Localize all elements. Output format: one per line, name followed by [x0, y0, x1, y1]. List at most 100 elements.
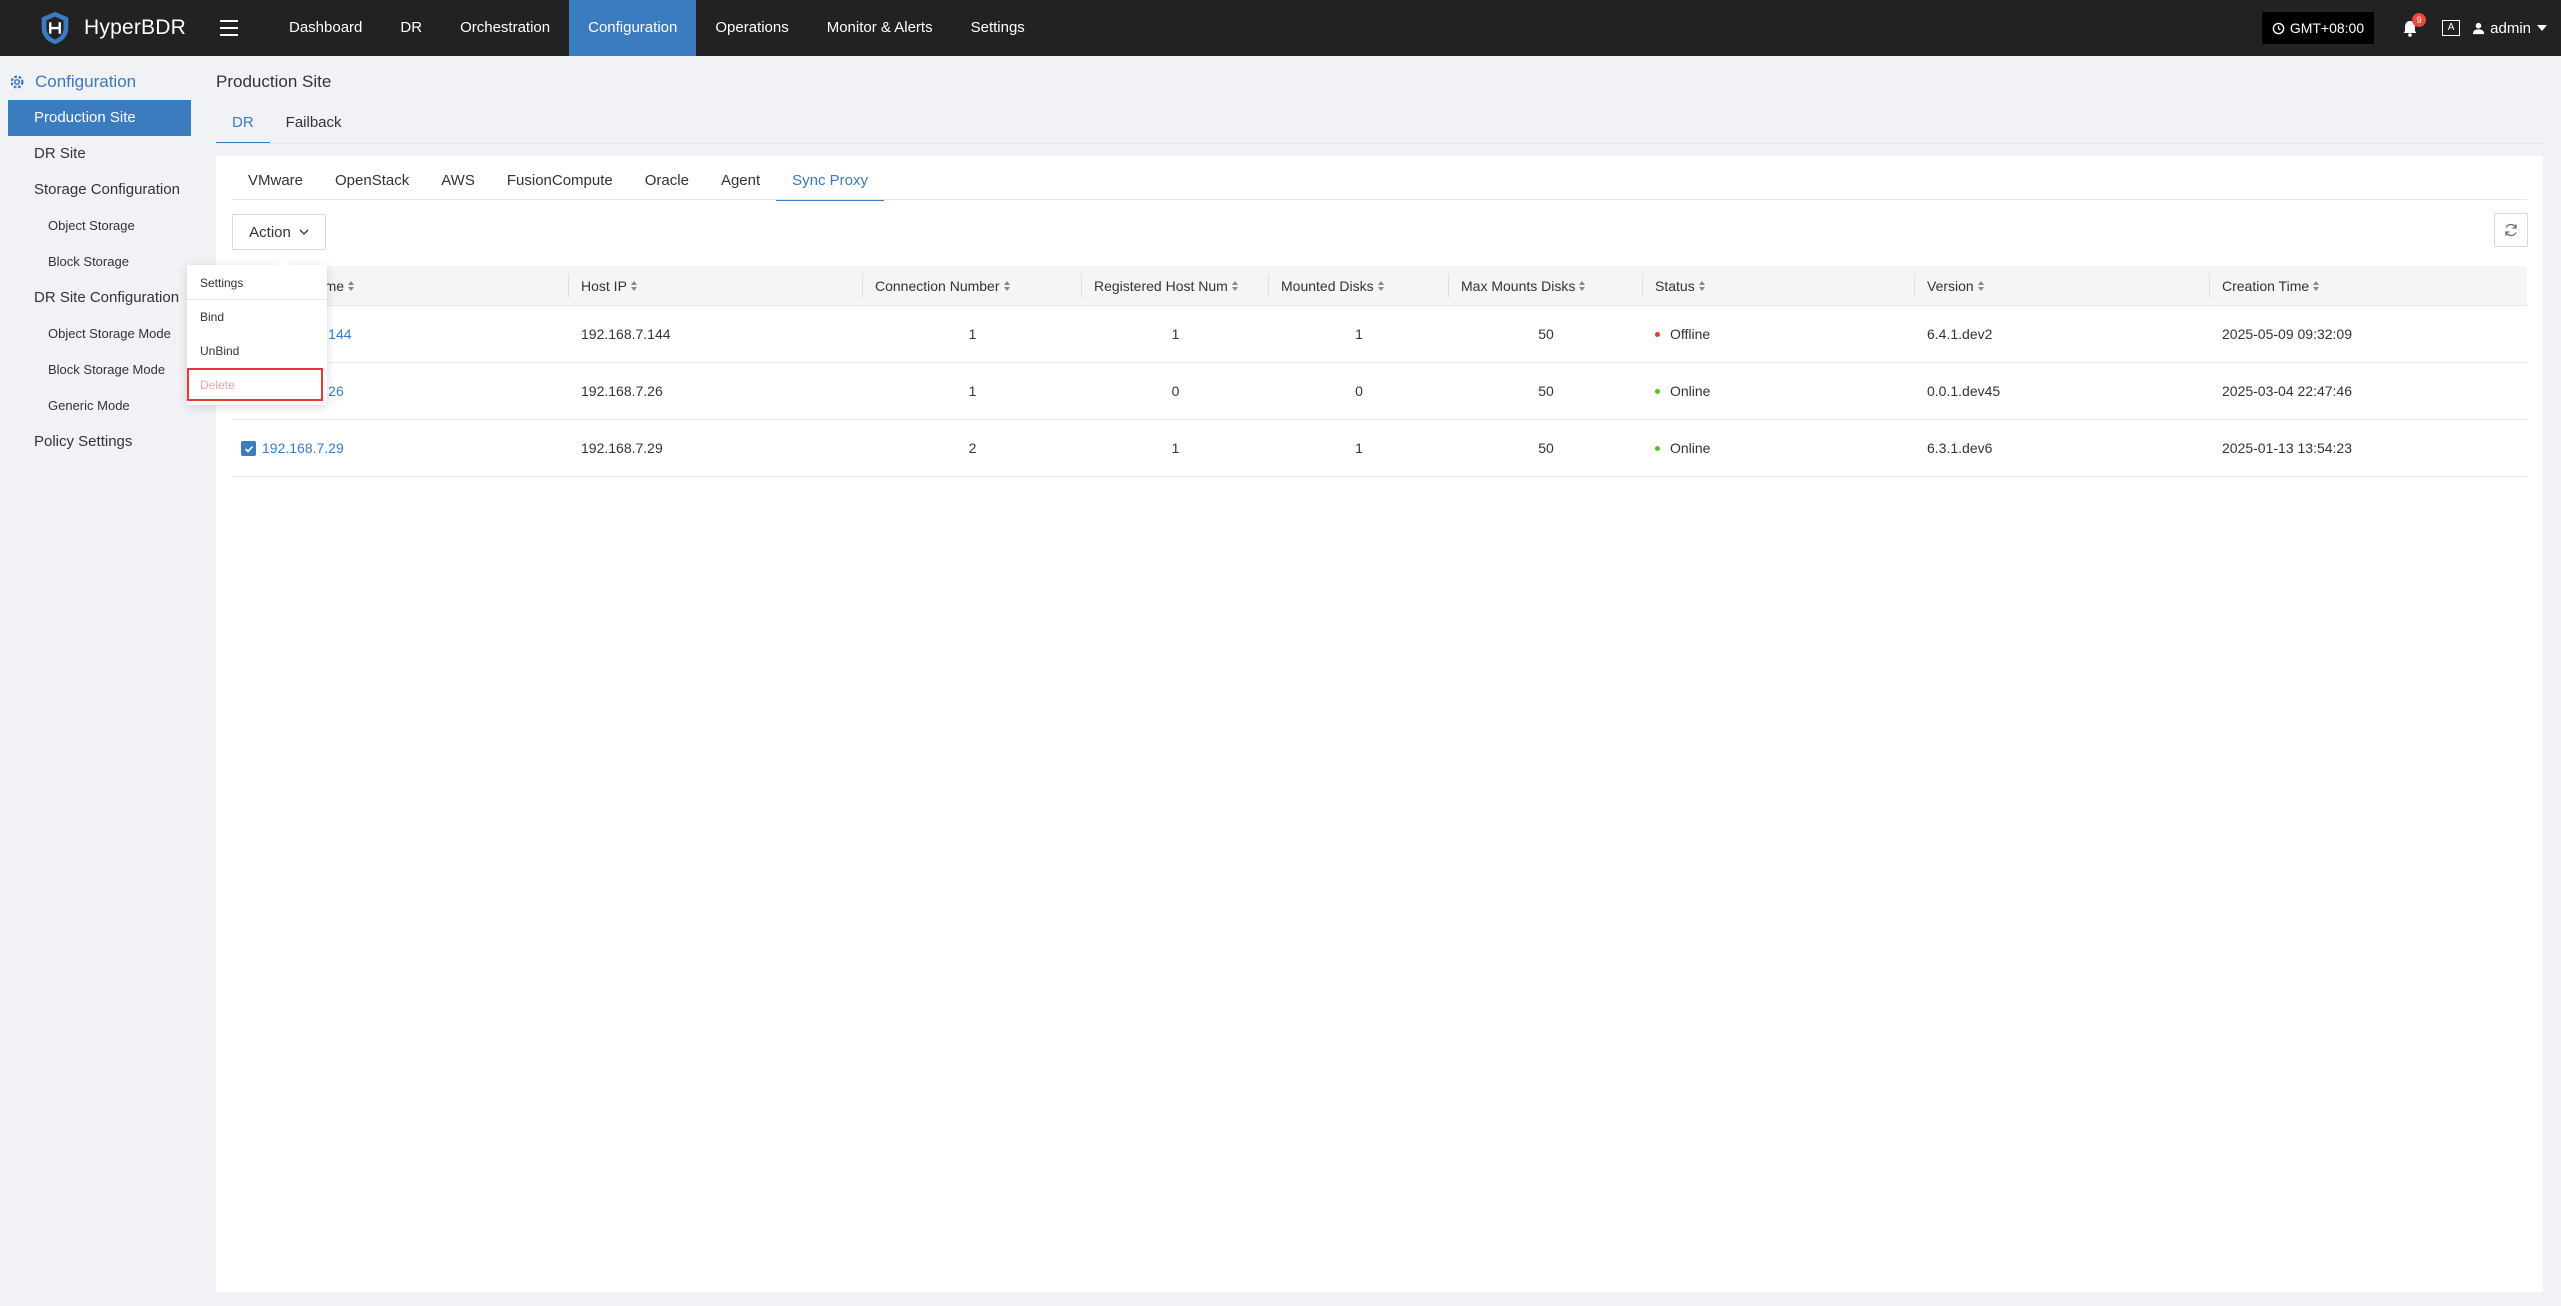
tab-sync-proxy[interactable]: Sync Proxy — [776, 169, 884, 201]
max-mounts-disks: 50 — [1538, 383, 1554, 399]
sidebar-item-object-storage-mode[interactable]: Object Storage Mode — [48, 326, 171, 341]
status-dot-icon — [1655, 445, 1660, 451]
nav-operations[interactable]: Operations — [715, 19, 789, 36]
brand[interactable]: HyperBDR — [0, 0, 210, 56]
creation-time: 2025-05-09 09:32:09 — [2222, 326, 2352, 342]
brand-name: HyperBDR — [84, 16, 186, 39]
row-checkbox-checked[interactable] — [241, 441, 256, 456]
registered-host-num: 1 — [1171, 326, 1180, 342]
user-menu[interactable]: admin — [2472, 20, 2547, 37]
nav-dashboard[interactable]: Dashboard — [289, 19, 363, 36]
user-icon — [2473, 22, 2485, 34]
host-name-link[interactable]: 192.168.7.29 — [262, 440, 344, 456]
menu-item-delete: Delete — [200, 378, 235, 392]
chevron-down-icon — [299, 229, 309, 235]
sidebar-item-dr-site-configuration[interactable]: DR Site Configuration — [34, 289, 180, 306]
table-row[interactable]: 192.168.7.144 192.168.7.144 1 1 1 50 Off… — [232, 306, 2527, 363]
tabs-divider — [216, 143, 2543, 144]
sidebar-item-object-storage[interactable]: Object Storage — [48, 218, 135, 233]
sort-icon — [2313, 281, 2320, 292]
table-row[interactable]: 192.168.7.26 192.168.7.26 1 0 0 50 Onlin… — [232, 363, 2527, 420]
page-title: Production Site — [216, 72, 332, 91]
action-dropdown-menu: Settings Bind UnBind Delete — [187, 259, 327, 405]
refresh-icon — [2505, 223, 2517, 237]
menu-item-settings[interactable]: Settings — [200, 276, 244, 290]
sidebar-item-policy-settings[interactable]: Policy Settings — [34, 433, 133, 450]
col-connection-number[interactable]: Connection Number — [863, 266, 1010, 306]
connection-number: 1 — [968, 326, 977, 342]
refresh-button[interactable] — [2494, 213, 2528, 247]
version: 6.3.1.dev6 — [1927, 440, 1993, 456]
sync-proxy-table: Host Name Host IP Connection Number Regi… — [232, 266, 2527, 477]
table-header: Host Name Host IP Connection Number Regi… — [232, 266, 2527, 306]
creation-time: 2025-03-04 22:47:46 — [2222, 383, 2352, 399]
tab-fusioncompute[interactable]: FusionCompute — [506, 172, 613, 189]
tab-agent[interactable]: Agent — [720, 172, 761, 189]
tab-vmware[interactable]: VMware — [248, 172, 304, 189]
caret-down-icon — [2537, 25, 2547, 31]
version: 6.4.1.dev2 — [1927, 326, 1993, 342]
nav-orchestration[interactable]: Orchestration — [460, 19, 551, 36]
check-icon — [244, 445, 254, 453]
table-row[interactable]: 192.168.7.29 192.168.7.29 2 1 1 50 Onlin… — [232, 420, 2527, 477]
menu-item-unbind[interactable]: UnBind — [200, 344, 240, 358]
col-host-ip[interactable]: Host IP — [569, 266, 637, 306]
sort-icon — [1231, 281, 1238, 292]
status-dot-icon — [1655, 331, 1660, 337]
action-label: Action — [249, 223, 291, 241]
tab-dr[interactable]: DR — [216, 110, 270, 144]
top-navbar: HyperBDR Dashboard DR Orchestration Conf… — [0, 0, 2561, 56]
nav-monitor-alerts[interactable]: Monitor & Alerts — [826, 19, 933, 36]
tab-failback[interactable]: Failback — [285, 114, 342, 131]
menu-toggle-icon[interactable] — [220, 0, 248, 56]
col-version[interactable]: Version — [1915, 266, 1984, 306]
status-badge: Online — [1655, 363, 1710, 419]
col-status[interactable]: Status — [1643, 266, 1705, 306]
alerts-button[interactable]: 9 — [2400, 13, 2427, 38]
col-mounted-disks[interactable]: Mounted Disks — [1269, 266, 1384, 306]
status-badge: Offline — [1655, 306, 1710, 362]
platform-tabs: VMware OpenStack AWS FusionCompute Oracl… — [232, 169, 884, 201]
sidebar: Configuration Production Site DR Site St… — [0, 56, 200, 1306]
sidebar-item-block-storage-mode[interactable]: Block Storage Mode — [48, 362, 166, 377]
sort-icon — [1698, 281, 1705, 292]
action-dropdown-button[interactable]: Action — [232, 214, 326, 250]
nav-configuration[interactable]: Configuration — [569, 0, 697, 56]
content-panel: VMware OpenStack AWS FusionCompute Oracl… — [216, 156, 2543, 1292]
sidebar-item-generic-mode[interactable]: Generic Mode — [48, 398, 130, 413]
sub-tabs-divider — [232, 199, 2527, 200]
version: 0.0.1.dev45 — [1927, 383, 2001, 399]
sort-icon — [1977, 281, 1984, 292]
sidebar-title: Configuration — [0, 67, 200, 97]
col-registered-host-num[interactable]: Registered Host Num — [1082, 266, 1238, 306]
sidebar-item-storage-configuration[interactable]: Storage Configuration — [34, 181, 180, 198]
tab-openstack[interactable]: OpenStack — [335, 172, 410, 189]
tab-aws[interactable]: AWS — [441, 172, 475, 189]
sort-icon — [348, 281, 355, 292]
clock-icon — [2272, 22, 2285, 34]
host-ip: 192.168.7.26 — [581, 383, 663, 399]
tab-oracle[interactable]: Oracle — [644, 172, 689, 189]
user-name: admin — [2490, 19, 2531, 37]
sidebar-item-block-storage[interactable]: Block Storage — [48, 254, 129, 269]
menu-divider — [187, 299, 327, 300]
nav-dr[interactable]: DR — [400, 19, 423, 36]
nav-settings[interactable]: Settings — [970, 19, 1025, 36]
status-dot-icon — [1655, 388, 1660, 394]
connection-number: 1 — [968, 383, 977, 399]
sort-icon — [1003, 281, 1010, 292]
menu-item-bind[interactable]: Bind — [200, 310, 225, 324]
timezone-button[interactable]: GMT+08:00 — [2261, 12, 2375, 44]
col-creation-time[interactable]: Creation Time — [2210, 266, 2320, 306]
mounted-disks: 1 — [1355, 440, 1363, 456]
language-icon[interactable]: A — [2442, 20, 2461, 36]
registered-host-num: 1 — [1171, 440, 1180, 456]
sidebar-item-production-site[interactable]: Production Site — [8, 100, 191, 136]
sidebar-item-dr-site[interactable]: DR Site — [34, 145, 86, 162]
col-max-mounts-disks[interactable]: Max Mounts Disks — [1449, 266, 1586, 306]
highlight-box — [187, 368, 323, 401]
sort-icon — [1579, 281, 1586, 292]
mounted-disks: 0 — [1355, 383, 1363, 399]
sort-icon — [1377, 281, 1384, 292]
creation-time: 2025-01-13 13:54:23 — [2222, 440, 2352, 456]
